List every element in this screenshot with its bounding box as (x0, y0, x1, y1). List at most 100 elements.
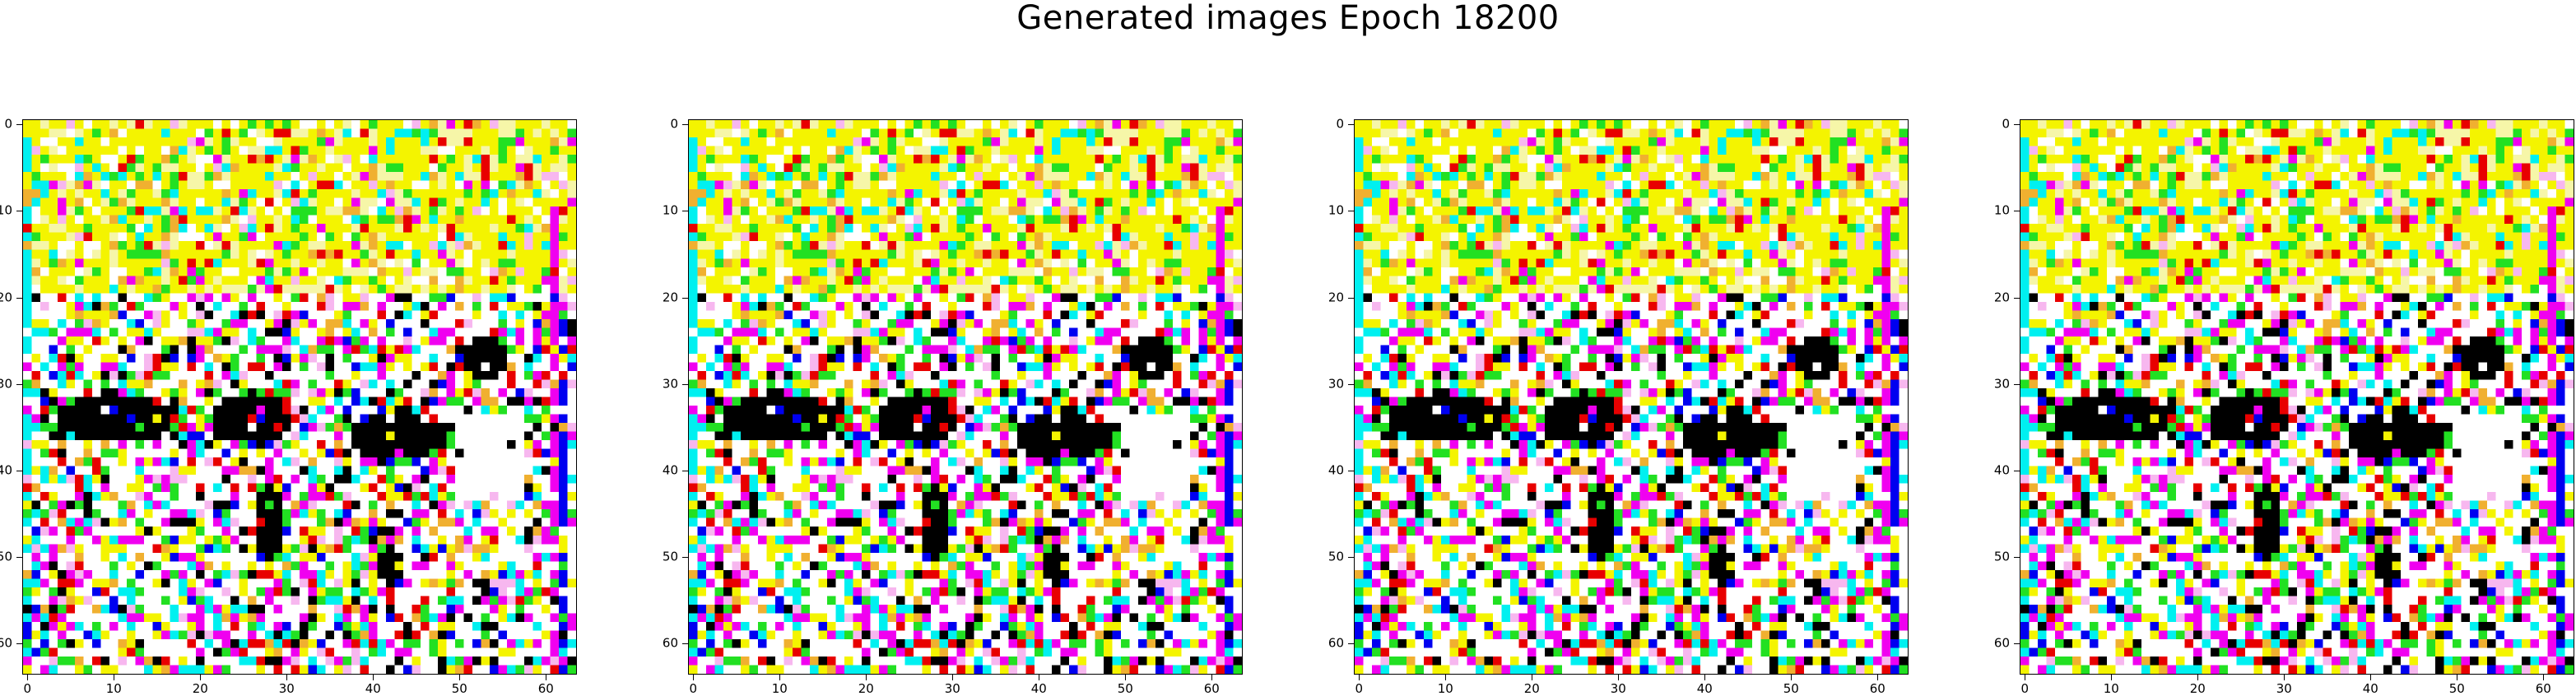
generated-image-pixels (2020, 120, 2574, 674)
x-tick-mark (1704, 675, 1706, 680)
x-tick-mark (200, 675, 202, 680)
y-tick-mark (682, 643, 688, 645)
y-tick-mark (1348, 124, 1354, 126)
y-tick-mark (16, 643, 22, 645)
x-tick-mark (1211, 675, 1213, 680)
y-tick-label: 0 (4, 116, 12, 132)
y-tick-label: 20 (662, 290, 678, 305)
y-tick-label: 10 (662, 202, 678, 218)
generated-image-pixels (689, 120, 1242, 674)
y-tick-label: 20 (0, 290, 12, 305)
y-tick-mark (1348, 297, 1354, 299)
y-tick-label: 30 (1328, 376, 1344, 392)
y-tick-mark (1348, 557, 1354, 559)
x-tick-label: 50 (1117, 681, 1133, 696)
y-tick-label: 50 (1993, 549, 2010, 564)
x-tick-label: 50 (451, 681, 467, 696)
x-tick-mark (2370, 675, 2372, 680)
x-tick-label: 60 (2535, 681, 2551, 696)
y-tick-label: 50 (1328, 549, 1344, 564)
y-tick-mark (16, 297, 22, 299)
y-tick-mark (16, 124, 22, 126)
y-tick-mark (682, 124, 688, 126)
x-tick-mark (1618, 675, 1620, 680)
x-tick-mark (1359, 675, 1360, 680)
generated-image-2: 0 10 20 30 40 50 60 0 10 20 30 40 50 60 (663, 118, 1243, 695)
generated-image-pixels (23, 120, 576, 674)
x-tick-mark (952, 675, 954, 680)
y-tick-label: 30 (662, 376, 678, 392)
y-tick-mark (2014, 124, 2020, 126)
y-tick-label: 50 (0, 549, 12, 564)
x-tick-label: 0 (2020, 681, 2030, 696)
figure-title: Generated images Epoch 18200 (1016, 0, 1560, 37)
y-tick-mark (2014, 383, 2020, 385)
x-tick-label: 10 (2103, 681, 2119, 696)
y-tick-label: 20 (1993, 290, 2010, 305)
y-tick-mark (16, 383, 22, 385)
y-tick-label: 10 (0, 202, 12, 218)
x-tick-mark (693, 675, 695, 680)
x-tick-label: 20 (192, 681, 208, 696)
y-tick-label: 60 (662, 635, 678, 651)
x-tick-mark (2197, 675, 2199, 680)
generated-image-3: 0 10 20 30 40 50 60 0 10 20 30 40 50 60 (1328, 118, 1909, 695)
y-tick-label: 50 (662, 549, 678, 564)
x-tick-label: 10 (771, 681, 788, 696)
x-tick-label: 40 (2362, 681, 2378, 696)
x-tick-mark (2111, 675, 2113, 680)
x-tick-mark (779, 675, 781, 680)
y-tick-label: 0 (2002, 116, 2010, 132)
x-tick-label: 30 (278, 681, 295, 696)
image-frame (22, 119, 577, 675)
y-tick-label: 10 (1993, 202, 2010, 218)
x-tick-mark (1445, 675, 1447, 680)
y-tick-label: 60 (1328, 635, 1344, 651)
x-tick-label: 50 (2448, 681, 2465, 696)
y-tick-mark (2014, 557, 2020, 559)
y-tick-mark (682, 383, 688, 385)
y-tick-label: 40 (1993, 462, 2010, 478)
x-tick-label: 60 (1869, 681, 1886, 696)
x-tick-label: 40 (1030, 681, 1047, 696)
y-tick-label: 60 (1993, 635, 2010, 651)
x-tick-mark (459, 675, 461, 680)
generated-image-4: 0 10 20 30 40 50 60 0 10 20 30 40 50 60 (1994, 118, 2574, 695)
y-tick-label: 60 (0, 635, 12, 651)
x-tick-label: 0 (1355, 681, 1364, 696)
x-tick-mark (2284, 675, 2285, 680)
x-tick-mark (1791, 675, 1793, 680)
y-tick-mark (2014, 643, 2020, 645)
image-frame (688, 119, 1243, 675)
x-tick-label: 20 (858, 681, 874, 696)
x-tick-mark (1877, 675, 1879, 680)
y-tick-mark (1348, 383, 1354, 385)
y-tick-mark (682, 297, 688, 299)
y-tick-mark (1348, 643, 1354, 645)
generated-image-pixels (1355, 120, 1908, 674)
x-tick-label: 30 (944, 681, 960, 696)
y-tick-label: 20 (1328, 290, 1344, 305)
y-tick-label: 40 (662, 462, 678, 478)
x-tick-label: 50 (1783, 681, 1799, 696)
x-tick-label: 60 (1203, 681, 1220, 696)
x-tick-label: 40 (365, 681, 381, 696)
y-tick-label: 0 (670, 116, 678, 132)
x-tick-mark (373, 675, 374, 680)
image-frame (1354, 119, 1909, 675)
y-tick-label: 40 (0, 462, 12, 478)
y-tick-label: 30 (1993, 376, 2010, 392)
x-tick-label: 30 (1610, 681, 1626, 696)
x-tick-mark (27, 675, 29, 680)
generated-image-1: 0 10 20 30 40 50 60 0 10 20 30 40 50 60 (0, 118, 577, 695)
x-tick-mark (286, 675, 288, 680)
x-tick-label: 60 (537, 681, 554, 696)
x-tick-label: 20 (1523, 681, 1540, 696)
x-tick-label: 0 (689, 681, 698, 696)
y-tick-label: 40 (1328, 462, 1344, 478)
x-tick-label: 10 (105, 681, 122, 696)
image-frame (2020, 119, 2574, 675)
x-tick-mark (1125, 675, 1127, 680)
y-tick-label: 0 (1336, 116, 1344, 132)
x-tick-mark (866, 675, 867, 680)
